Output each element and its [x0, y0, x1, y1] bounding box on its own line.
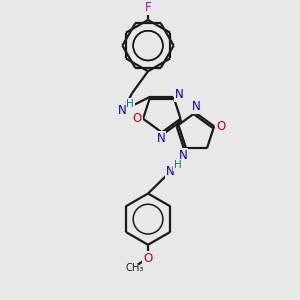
- Text: N: N: [192, 100, 201, 113]
- Text: F: F: [145, 1, 151, 13]
- Text: O: O: [133, 112, 142, 125]
- Text: N: N: [118, 104, 127, 117]
- Text: O: O: [216, 120, 226, 133]
- Text: H: H: [174, 160, 182, 170]
- Text: N: N: [175, 88, 184, 101]
- Text: N: N: [166, 166, 174, 178]
- Text: CH₃: CH₃: [125, 263, 143, 273]
- Text: O: O: [143, 252, 153, 265]
- Text: H: H: [126, 99, 134, 109]
- Text: N: N: [178, 149, 187, 162]
- Text: N: N: [157, 132, 165, 145]
